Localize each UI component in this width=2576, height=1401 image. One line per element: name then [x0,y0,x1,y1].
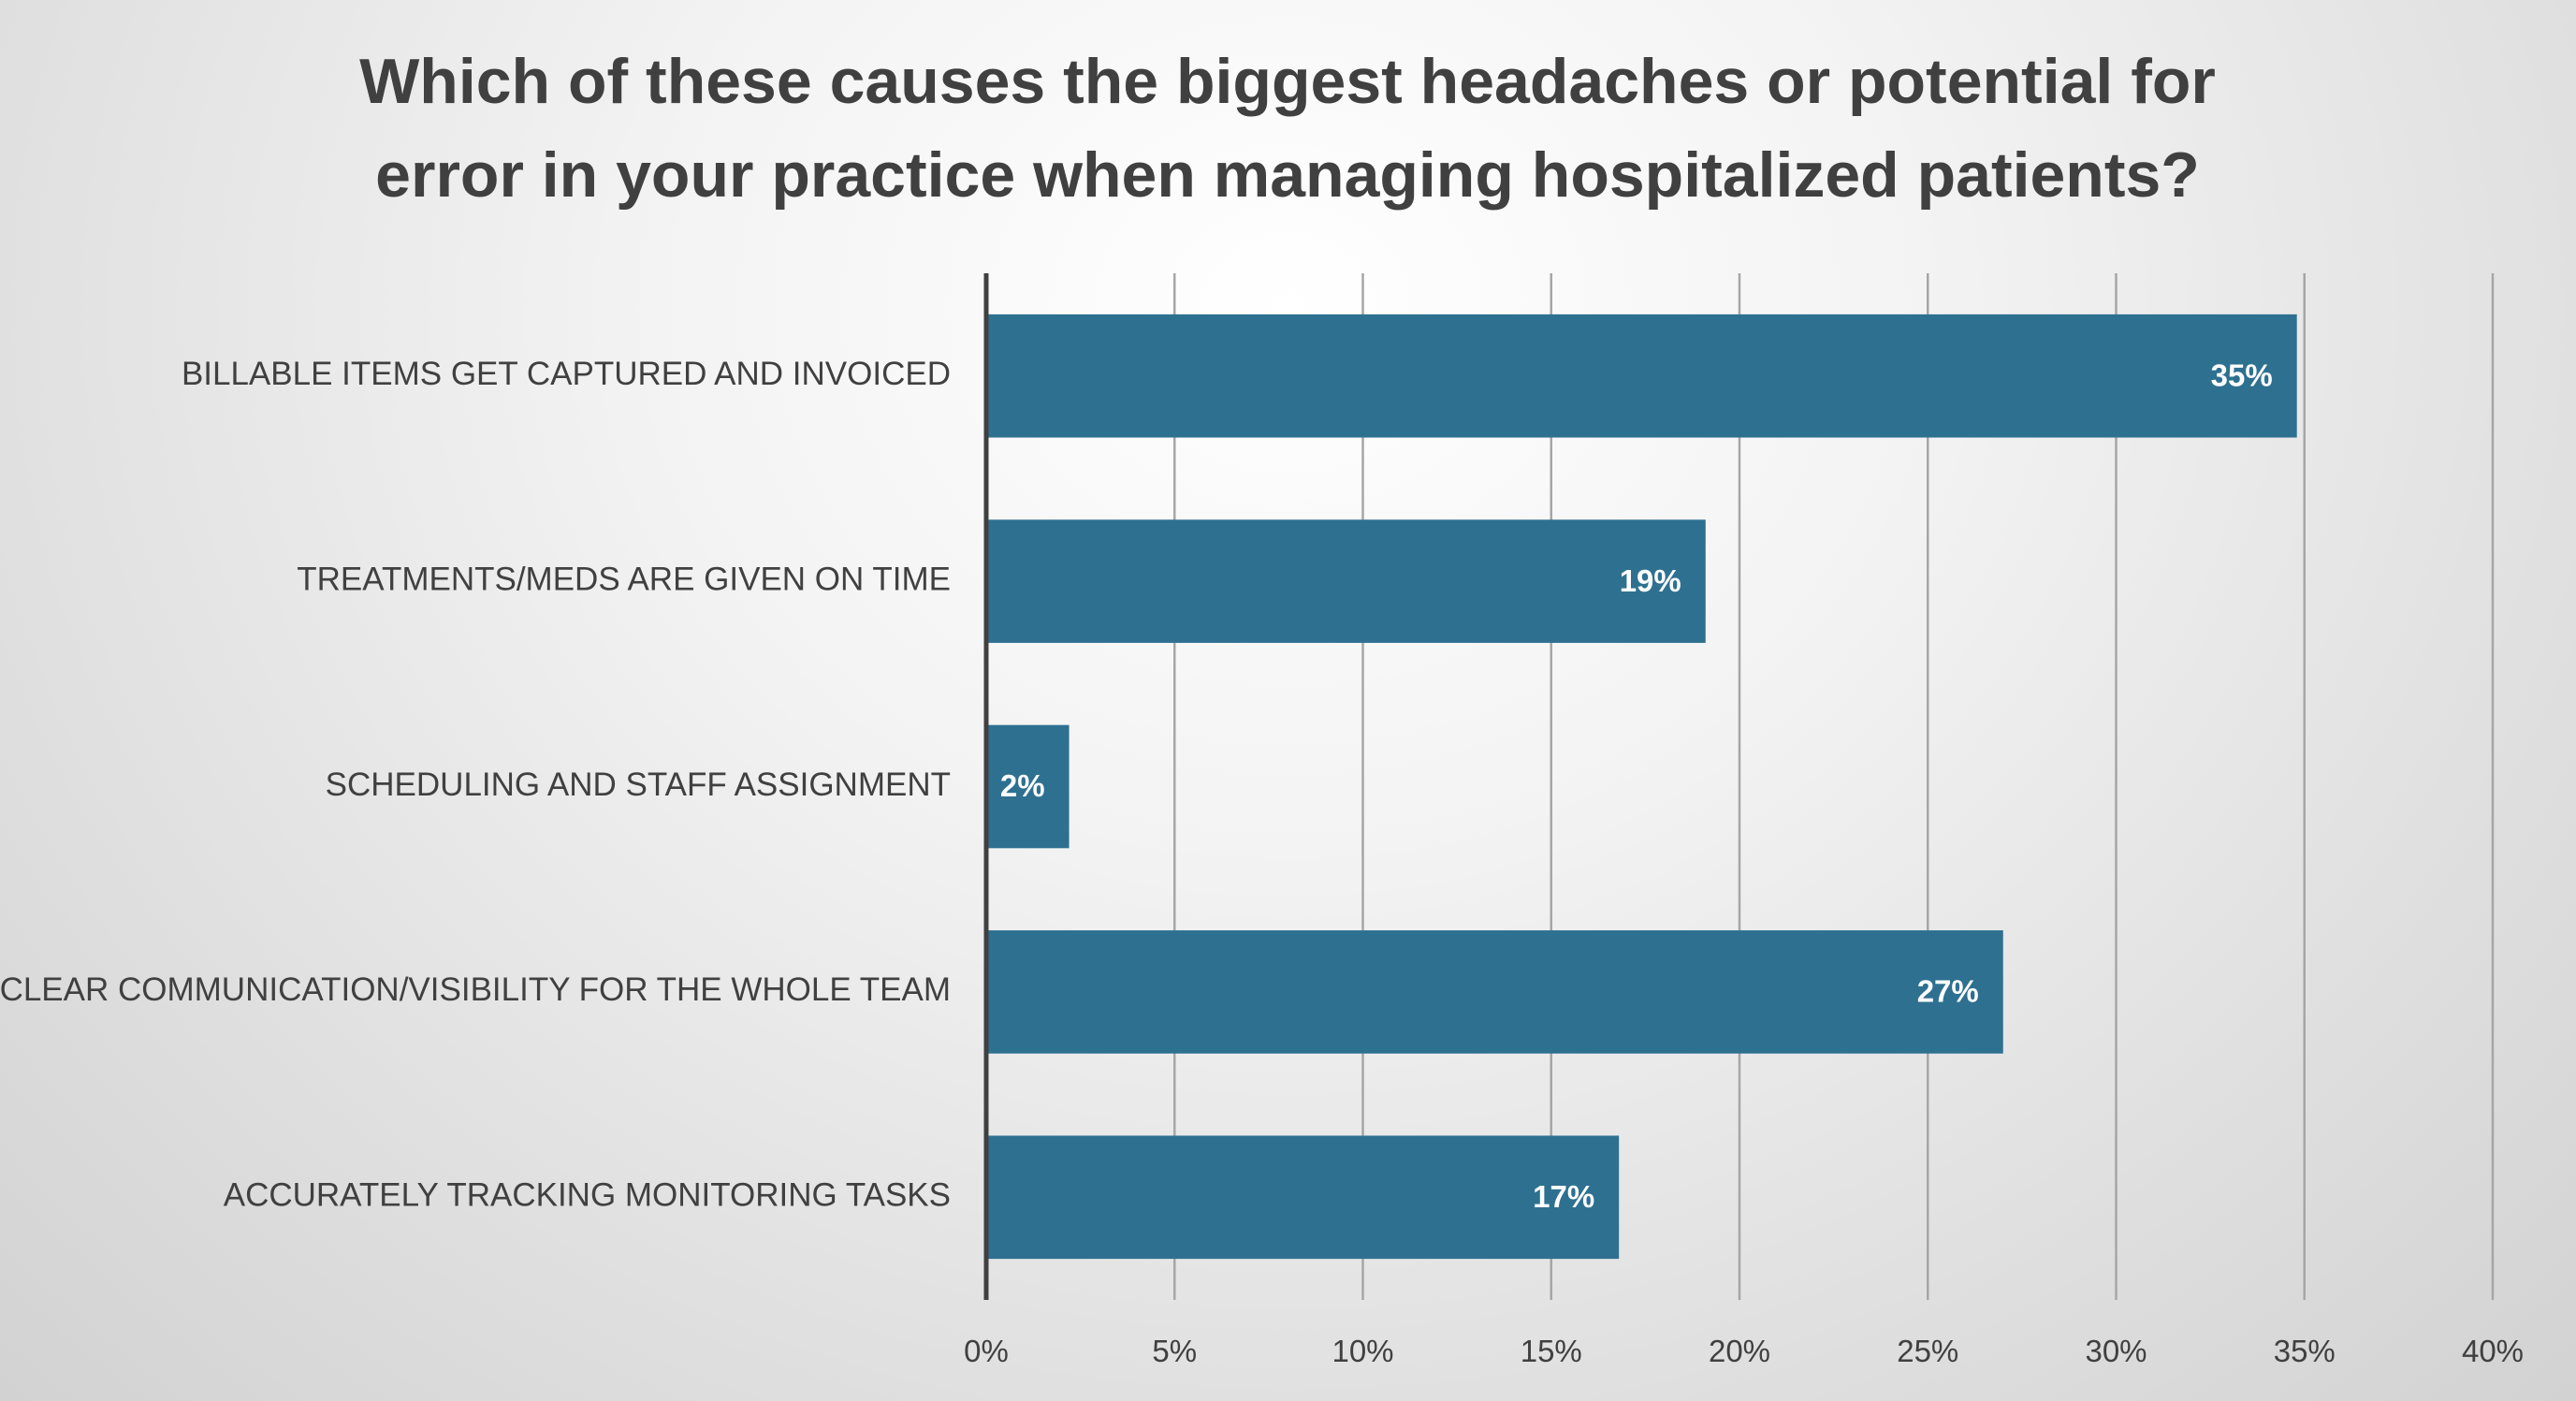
category-label: CLEAR COMMUNICATION/VISIBILITY FOR THE W… [0,971,951,1008]
x-tick-label: 30% [2085,1334,2147,1368]
bar [986,930,2003,1054]
data-label: 35% [2211,358,2273,392]
x-tick-label: 0% [964,1334,1009,1368]
category-label: TREATMENTS/MEDS ARE GIVEN ON TIME [297,561,951,597]
chart-title-line-2: error in your practice when managing hos… [375,139,2200,211]
category-labels: BILLABLE ITEMS GET CAPTURED AND INVOICED… [0,356,951,1214]
bars [986,314,2297,1260]
x-tick-label: 10% [1332,1334,1393,1368]
x-tick-label: 40% [2462,1334,2524,1368]
category-label: BILLABLE ITEMS GET CAPTURED AND INVOICED [182,356,951,392]
bar [986,1135,1620,1260]
x-tick-label: 35% [2274,1334,2336,1368]
bar [986,724,1070,849]
data-label: 27% [1917,974,1979,1009]
data-labels: 35% 19% 2% 27% 17% [1000,358,2273,1214]
x-tick-label: 5% [1152,1334,1197,1368]
data-label: 19% [1620,563,1681,598]
category-label: SCHEDULING AND STAFF ASSIGNMENT [326,766,951,803]
category-label: ACCURATELY TRACKING MONITORING TASKS [224,1177,951,1214]
data-label: 17% [1533,1179,1594,1214]
bar [986,519,1706,643]
bar [986,314,2297,438]
gridlines [1173,273,2495,1300]
chart-title-line-1: Which of these causes the biggest headac… [359,46,2216,117]
data-label: 2% [1000,768,1045,803]
x-tick-label: 20% [1709,1334,1770,1368]
x-tick-label: 15% [1521,1334,1582,1368]
x-tick-label: 25% [1897,1334,1958,1368]
chart-title: Which of these causes the biggest headac… [359,46,2216,211]
x-axis-tick-labels: 0% 5% 10% 15% 20% 25% 30% 35% 40% [964,1334,2524,1368]
